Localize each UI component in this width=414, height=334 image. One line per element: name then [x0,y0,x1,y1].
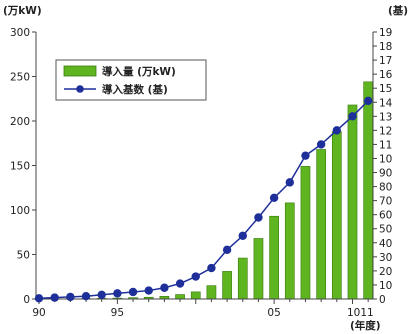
x-axis: (年度) 90 95 05 1011 [32,298,381,332]
line-point [175,279,185,288]
line-point [160,283,169,292]
right-tick-label: 17 [379,55,392,67]
right-tick-label: 50 [379,224,392,236]
right-tick-label: 15 [379,83,392,95]
right-tick-label: 30 [379,252,392,264]
line-point [285,178,294,187]
legend: 導入量 (万kW) 導入基数 (基) [55,59,207,101]
line-point [34,294,44,303]
left-tick-label: 200 [10,116,30,128]
right-tick-label: 40 [379,238,392,250]
left-tick-label: 300 [10,27,30,39]
line-point [144,286,153,295]
x-tick-label: 1011 [347,307,374,319]
line-point [81,291,91,301]
bar [269,215,279,300]
left-tick-label: 0 [23,294,30,306]
right-tick-label: 18 [379,41,392,53]
line-point [113,289,122,298]
line-point [348,112,357,121]
left-tick-label: 250 [10,72,30,84]
x-axis-unit: (年度) [350,319,381,332]
right-tick-label: 11 [379,139,392,151]
x-tick-label: 05 [267,307,280,319]
bar [175,294,185,300]
right-tick-label: 90 [379,168,392,180]
legend-line-label: 導入基数 (基) [102,83,168,96]
bar [284,202,295,300]
legend-bar-swatch [63,65,97,77]
bar [300,166,311,300]
line-point [254,213,263,222]
x-tick-label: 90 [32,307,45,319]
right-tick-label: 16 [379,69,393,81]
left-axis: (万kW) 0 50 100 150 200 250 300 [3,5,42,306]
line-point [207,263,216,273]
right-tick-label: 14 [379,97,393,109]
bar [190,291,201,300]
bar [206,285,217,300]
line-point [332,126,342,135]
line-point [301,151,310,160]
line-point [238,231,247,240]
right-tick-label: 70 [379,196,392,208]
line-point [97,290,106,299]
bar [347,104,358,300]
bar [222,271,232,300]
legend-bar-label: 導入量 (万kW) [102,65,176,78]
bar [253,238,264,300]
left-tick-label: 100 [10,205,30,217]
line-point [128,287,138,297]
bar [363,81,374,300]
line-point [316,140,326,149]
right-tick-label: 0 [379,294,386,306]
right-tick-label: 12 [379,125,392,137]
line-point [50,293,59,302]
line-point [269,193,279,203]
left-axis-unit: (万kW) [3,5,42,17]
right-tick-label: 10 [379,280,392,292]
left-tick-label: 50 [17,250,30,262]
right-axis: (基) 0 10 20 30 40 50 60 70 80 90 10 11 12 13 14 15 16 17 1… [372,4,408,306]
legend-marker-swatch [76,85,84,93]
right-tick-label: 80 [379,182,392,194]
right-tick-label: 10 [379,153,392,165]
bar [237,257,248,300]
line-point [222,245,232,255]
line-point [363,96,373,106]
line-series [34,96,373,303]
right-tick-label: 13 [379,111,392,123]
right-tick-label: 60 [379,210,392,222]
line-point [191,272,200,281]
bar [331,131,342,300]
line-point [66,292,75,302]
x-tick-label: 95 [111,307,124,319]
bar [316,149,326,300]
left-tick-label: 150 [10,161,30,173]
right-tick-label: 19 [379,27,392,39]
series-line [38,100,369,300]
right-tick-label: 20 [379,266,392,278]
right-axis-unit: (基) [388,4,408,17]
bar-series [34,81,374,300]
